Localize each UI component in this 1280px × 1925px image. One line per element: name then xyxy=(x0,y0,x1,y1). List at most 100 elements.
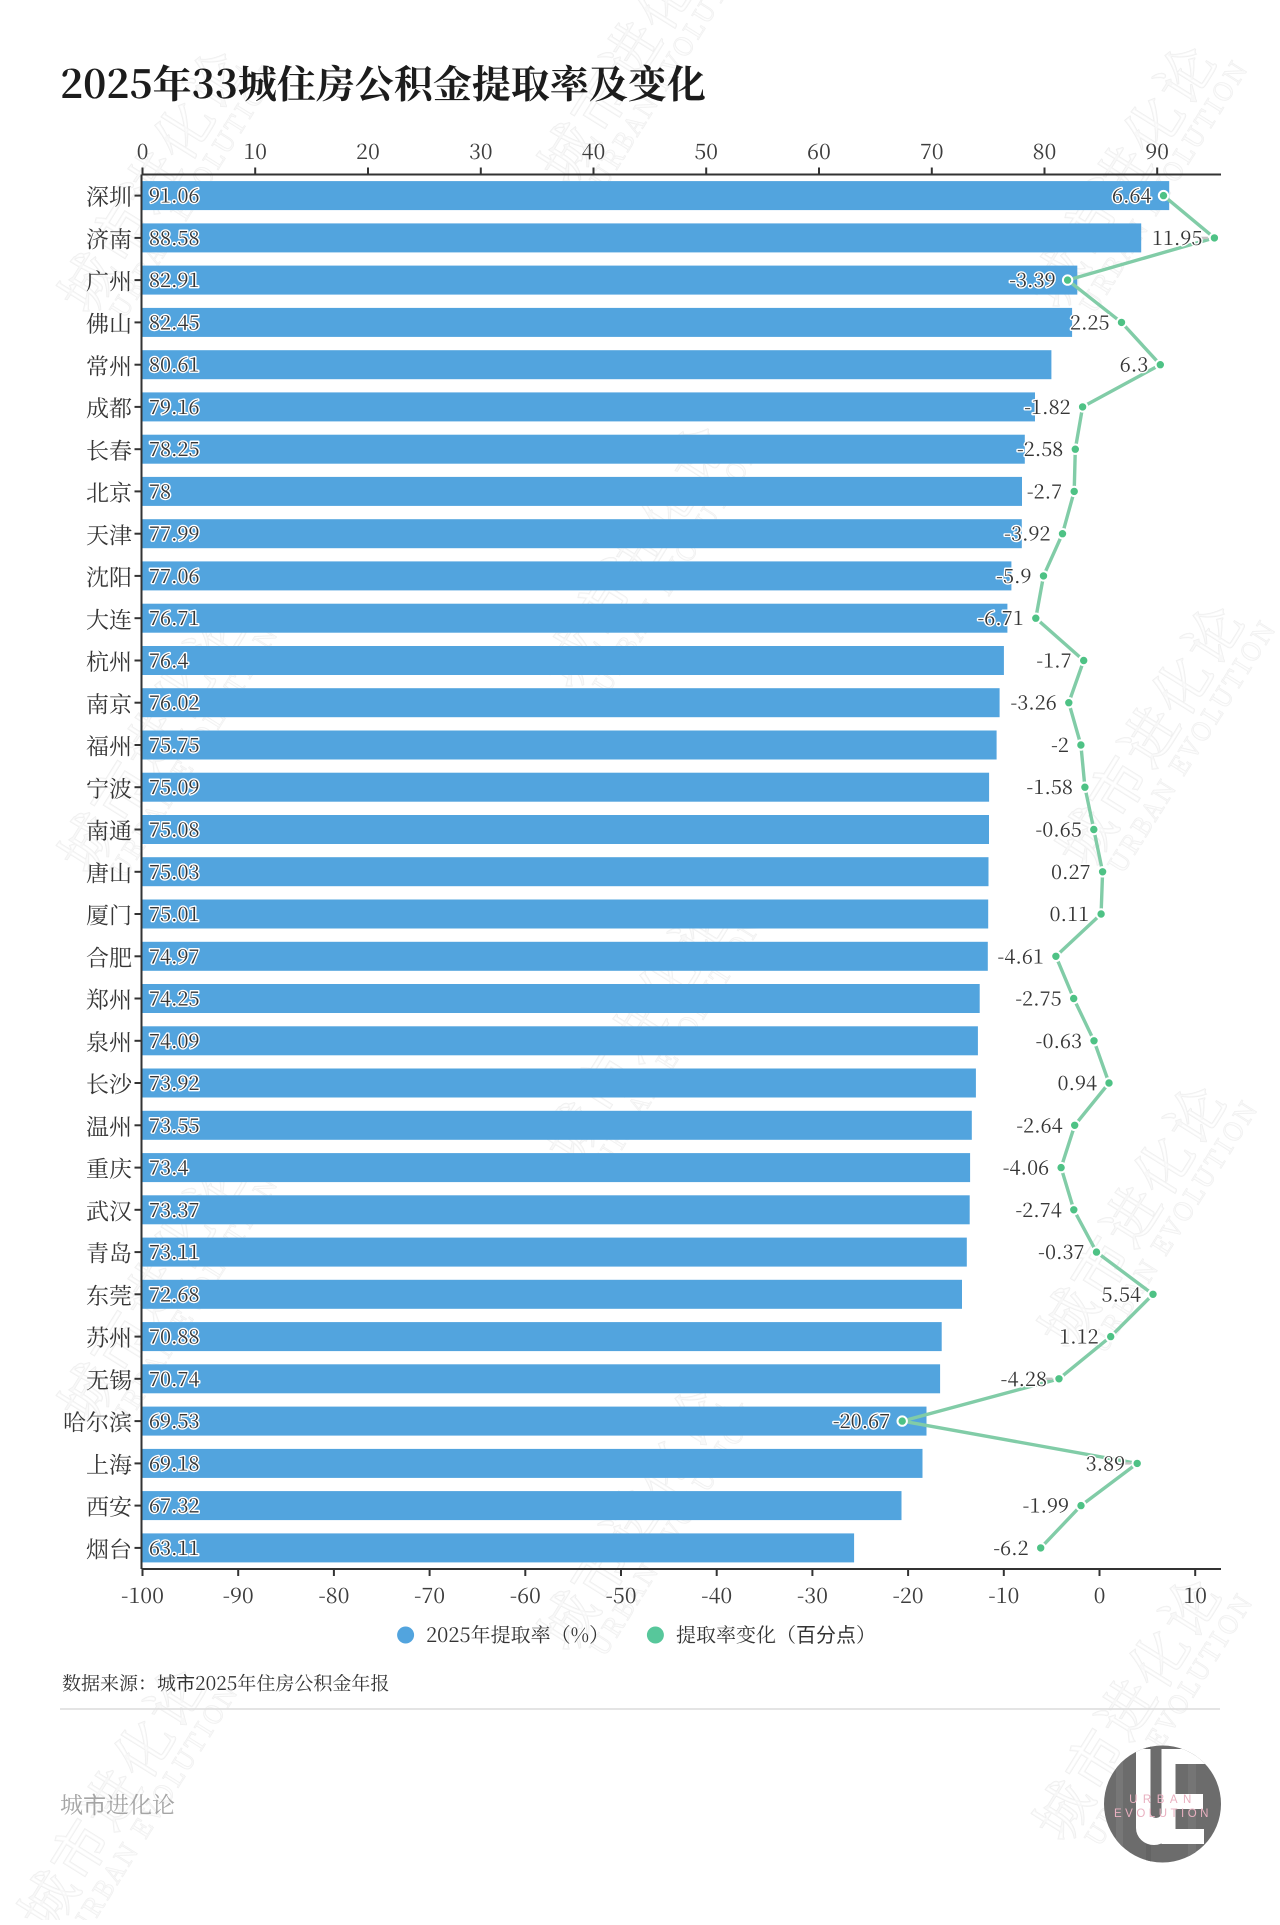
svg-text:50: 50 xyxy=(694,135,718,166)
svg-text:30: 30 xyxy=(469,135,493,166)
svg-text:74.09: 74.09 xyxy=(149,1025,200,1054)
svg-text:长沙: 长沙 xyxy=(86,1067,132,1100)
svg-text:10: 10 xyxy=(243,135,267,166)
svg-text:成都: 成都 xyxy=(86,391,132,424)
svg-text:73.4: 73.4 xyxy=(149,1152,189,1181)
svg-text:6.3: 6.3 xyxy=(1120,349,1149,378)
svg-text:-2.64: -2.64 xyxy=(1016,1109,1062,1138)
svg-text:-20.67: -20.67 xyxy=(833,1405,890,1434)
svg-text:-80: -80 xyxy=(318,1579,349,1610)
svg-text:0: 0 xyxy=(1094,1579,1106,1610)
svg-text:-1.82: -1.82 xyxy=(1024,391,1070,420)
svg-text:-6.71: -6.71 xyxy=(977,602,1023,631)
svg-text:长春: 长春 xyxy=(86,433,132,466)
svg-text:武汉: 武汉 xyxy=(86,1193,132,1226)
svg-text:2025年提取率（%）: 2025年提取率（%） xyxy=(426,1619,609,1648)
svg-text:67.32: 67.32 xyxy=(149,1490,200,1519)
svg-text:-70: -70 xyxy=(414,1579,445,1610)
svg-text:3.89: 3.89 xyxy=(1086,1447,1126,1476)
svg-text:75.08: 75.08 xyxy=(149,814,200,843)
svg-text:73.37: 73.37 xyxy=(149,1194,200,1223)
svg-text:76.71: 76.71 xyxy=(149,602,200,631)
svg-text:南通: 南通 xyxy=(86,813,132,846)
svg-text:72.68: 72.68 xyxy=(149,1278,200,1307)
svg-text:11.95: 11.95 xyxy=(1152,222,1203,251)
svg-text:-30: -30 xyxy=(797,1579,828,1610)
svg-text:-2.58: -2.58 xyxy=(1017,433,1063,462)
svg-text:-2.75: -2.75 xyxy=(1015,983,1061,1012)
svg-text:80: 80 xyxy=(1033,135,1057,166)
svg-text:76.02: 76.02 xyxy=(149,687,200,716)
svg-text:5.54: 5.54 xyxy=(1101,1278,1141,1307)
svg-text:烟台: 烟台 xyxy=(86,1532,132,1565)
svg-text:-4.61: -4.61 xyxy=(997,940,1043,969)
svg-text:无锡: 无锡 xyxy=(86,1362,132,1395)
svg-text:南京: 南京 xyxy=(86,686,132,719)
svg-text:-4.28: -4.28 xyxy=(1001,1363,1047,1392)
svg-text:2025年33城住房公积金提取率及变化: 2025年33城住房公积金提取率及变化 xyxy=(60,54,706,110)
svg-text:40: 40 xyxy=(582,135,606,166)
svg-text:78.25: 78.25 xyxy=(149,433,200,462)
svg-text:70.74: 70.74 xyxy=(149,1363,200,1392)
svg-text:77.06: 77.06 xyxy=(149,560,200,589)
svg-text:沈阳: 沈阳 xyxy=(86,560,132,593)
svg-text:77.99: 77.99 xyxy=(149,518,200,547)
svg-text:-100: -100 xyxy=(121,1579,164,1610)
svg-text:78: 78 xyxy=(149,475,171,504)
svg-text:济南: 济南 xyxy=(86,222,132,255)
svg-text:-3.92: -3.92 xyxy=(1004,518,1050,547)
svg-text:60: 60 xyxy=(807,135,831,166)
svg-text:82.45: 82.45 xyxy=(149,306,200,335)
svg-text:厦门: 厦门 xyxy=(86,898,132,931)
svg-text:75.01: 75.01 xyxy=(149,898,200,927)
svg-text:20: 20 xyxy=(356,135,380,166)
svg-text:75.75: 75.75 xyxy=(149,729,200,758)
svg-text:福州: 福州 xyxy=(86,729,132,762)
svg-text:69.18: 69.18 xyxy=(149,1447,200,1476)
svg-text:温州: 温州 xyxy=(86,1109,132,1142)
svg-text:80.61: 80.61 xyxy=(149,349,200,378)
svg-text:哈尔滨: 哈尔滨 xyxy=(63,1405,132,1438)
svg-text:-90: -90 xyxy=(223,1579,254,1610)
svg-text:-5.9: -5.9 xyxy=(996,560,1031,589)
svg-text:75.09: 75.09 xyxy=(149,771,200,800)
svg-text:10: 10 xyxy=(1183,1579,1207,1610)
svg-text:重庆: 重庆 xyxy=(86,1151,132,1184)
svg-text:74.25: 74.25 xyxy=(149,983,200,1012)
svg-text:73.11: 73.11 xyxy=(149,1236,200,1265)
svg-text:1.12: 1.12 xyxy=(1059,1321,1099,1350)
svg-text:-2: -2 xyxy=(1051,729,1069,758)
svg-text:北京: 北京 xyxy=(86,475,132,508)
svg-text:EVOLUTION: EVOLUTION xyxy=(1114,1808,1212,1820)
svg-text:郑州: 郑州 xyxy=(86,982,132,1015)
svg-text:73.55: 73.55 xyxy=(149,1109,200,1138)
svg-text:88.58: 88.58 xyxy=(149,222,200,251)
svg-text:63.11: 63.11 xyxy=(149,1532,200,1561)
svg-text:-3.26: -3.26 xyxy=(1010,687,1056,716)
svg-text:0: 0 xyxy=(137,135,149,166)
svg-text:佛山: 佛山 xyxy=(86,306,132,339)
svg-text:-2.74: -2.74 xyxy=(1015,1194,1061,1223)
svg-text:0.27: 0.27 xyxy=(1051,856,1091,885)
svg-text:-50: -50 xyxy=(605,1579,636,1610)
svg-text:数据来源：城市2025年住房公积金年报: 数据来源：城市2025年住房公积金年报 xyxy=(62,1669,389,1696)
svg-text:0.94: 0.94 xyxy=(1057,1067,1097,1096)
svg-text:6.64: 6.64 xyxy=(1112,180,1152,209)
svg-text:-1.58: -1.58 xyxy=(1026,771,1072,800)
svg-text:69.53: 69.53 xyxy=(149,1405,200,1434)
svg-text:-1.99: -1.99 xyxy=(1023,1490,1069,1519)
svg-text:青岛: 青岛 xyxy=(86,1236,132,1269)
svg-text:天津: 天津 xyxy=(86,517,132,550)
svg-text:76.4: 76.4 xyxy=(149,645,189,674)
svg-text:0.11: 0.11 xyxy=(1050,898,1090,927)
svg-text:-40: -40 xyxy=(701,1579,732,1610)
svg-text:东莞: 东莞 xyxy=(86,1278,132,1311)
svg-text:-20: -20 xyxy=(893,1579,924,1610)
svg-text:上海: 上海 xyxy=(86,1447,132,1480)
svg-text:宁波: 宁波 xyxy=(86,771,132,804)
svg-text:西安: 西安 xyxy=(86,1489,132,1522)
svg-text:合肥: 合肥 xyxy=(86,940,132,973)
svg-text:-0.37: -0.37 xyxy=(1038,1236,1084,1265)
svg-text:常州: 常州 xyxy=(86,348,132,381)
svg-text:-2.7: -2.7 xyxy=(1027,475,1062,504)
